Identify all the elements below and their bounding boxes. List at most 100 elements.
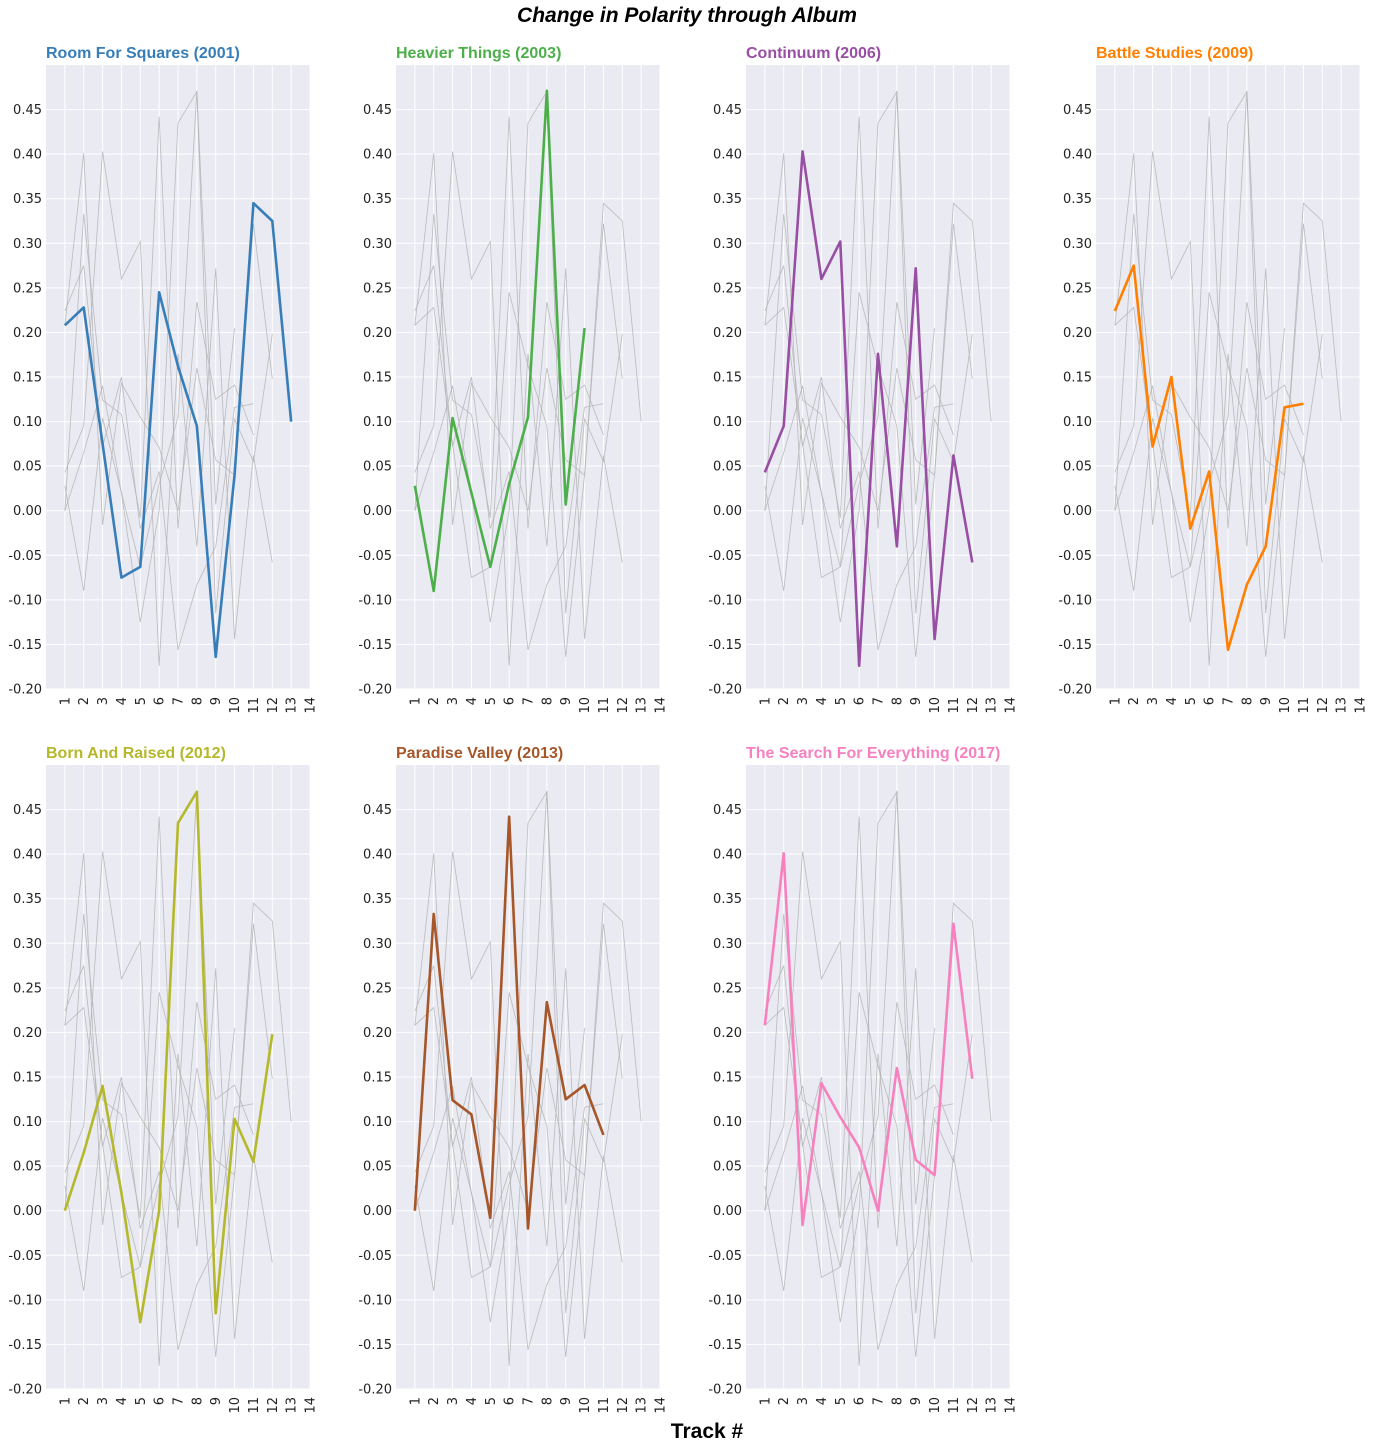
y-tick-label: 0.05	[713, 460, 742, 475]
background-series-line	[414, 851, 623, 1366]
y-tick-label: 0.40	[363, 848, 392, 863]
y-tick-label: 0.10	[363, 1115, 392, 1130]
y-tick-label: 0.15	[363, 1071, 392, 1086]
x-tick-label: 7	[872, 1397, 887, 1405]
y-tick-label: -0.15	[358, 1338, 392, 1353]
y-tick-label: 0.15	[713, 1071, 742, 1086]
panel-battle-studies-2009: -0.20 -0.15 -0.10 -0.05 0.00 0.05 0.10 0.15 0.20…	[1058, 45, 1368, 714]
x-tick-label: 14	[1354, 697, 1369, 714]
x-tick-label: 13	[985, 1397, 1000, 1414]
y-tick-label: 0.35	[363, 892, 392, 907]
x-tick-label: 1	[758, 1397, 773, 1405]
y-tick-label: -0.15	[708, 638, 742, 653]
y-tick-label: 0.15	[363, 371, 392, 386]
x-tick-label: 3	[446, 1397, 461, 1405]
y-tick-label: -0.05	[358, 1249, 392, 1264]
y-tick-label: -0.20	[8, 683, 42, 698]
y-tick-label: -0.20	[1058, 683, 1092, 698]
y-tick-label: -0.10	[358, 593, 392, 608]
background-series-line	[1114, 151, 1323, 666]
figure-title: Change in Polarity through Album	[517, 4, 857, 27]
x-tick-label: 8	[1240, 697, 1255, 705]
background-series-line	[764, 851, 973, 1366]
x-tick-label: 4	[815, 1397, 830, 1405]
background-series-line	[764, 153, 973, 526]
y-tick-label: 0.00	[363, 504, 392, 519]
x-tick-label: 2	[77, 697, 92, 705]
x-tick-label: 8	[190, 697, 205, 705]
x-tick-label: 14	[654, 697, 669, 714]
y-tick-label: -0.15	[1058, 638, 1092, 653]
y-tick-label: 0.15	[713, 371, 742, 386]
background-series-line	[1114, 153, 1323, 526]
x-tick-label: 3	[796, 1397, 811, 1405]
x-tick-label: 3	[96, 697, 111, 705]
x-tick-label: 5	[134, 697, 149, 705]
y-tick-label: 0.40	[13, 848, 42, 863]
x-tick-label: 11	[247, 1397, 262, 1414]
y-tick-label: 0.30	[713, 937, 742, 952]
y-tick-label: 0.45	[13, 103, 42, 118]
y-tick-label: -0.05	[1058, 549, 1092, 564]
x-tick-label: 7	[172, 1397, 187, 1405]
x-tick-label: 6	[853, 1397, 868, 1405]
y-tick-label: -0.05	[708, 549, 742, 564]
x-tick-label: 8	[890, 697, 905, 705]
y-tick-label: 0.30	[13, 937, 42, 952]
x-tick-label: 4	[1165, 697, 1180, 705]
x-tick-label: 3	[796, 697, 811, 705]
x-tick-label: 6	[153, 697, 168, 705]
x-tick-label: 5	[1184, 697, 1199, 705]
y-tick-label: 0.35	[1063, 192, 1092, 207]
x-tick-label: 2	[777, 697, 792, 705]
y-tick-label: 0.00	[13, 1204, 42, 1219]
x-tick-label: 12	[966, 697, 981, 714]
x-tick-label: 10	[928, 697, 943, 714]
x-tick-label: 4	[115, 1397, 130, 1405]
y-tick-label: 0.30	[713, 237, 742, 252]
background-series-line	[414, 853, 623, 1226]
x-tick-label: 11	[597, 697, 612, 714]
x-tick-label: 3	[446, 697, 461, 705]
y-tick-label: 0.20	[363, 1026, 392, 1041]
x-tick-label: 10	[228, 1397, 243, 1414]
y-tick-label: -0.05	[708, 1249, 742, 1264]
x-tick-label: 3	[96, 1397, 111, 1405]
panel-title: Battle Studies (2009)	[1096, 45, 1253, 62]
x-tick-label: 12	[616, 1397, 631, 1414]
background-series-line	[64, 790, 235, 1292]
small-multiples-grid: -0.20 -0.15 -0.10 -0.05 0.00 0.05 0.10 0.15 0.20…	[8, 45, 1368, 1414]
y-tick-label: 0.00	[1063, 504, 1092, 519]
x-tick-label: 8	[890, 1397, 905, 1405]
x-tick-label: 9	[209, 1397, 224, 1405]
series-line-heavier-things-2003	[413, 89, 586, 593]
y-tick-label: 0.20	[713, 326, 742, 341]
y-tick-label: 0.25	[13, 981, 42, 996]
y-tick-label: 0.10	[363, 415, 392, 430]
x-tick-label: 11	[1297, 697, 1312, 714]
y-tick-label: 0.20	[363, 326, 392, 341]
x-tick-label: 7	[172, 697, 187, 705]
background-series-line	[1114, 116, 1304, 529]
background-series-line	[64, 116, 254, 529]
y-tick-label: 0.15	[1063, 371, 1092, 386]
x-tick-label: 6	[853, 697, 868, 705]
y-tick-label: 0.40	[713, 848, 742, 863]
x-tick-label: 4	[815, 697, 830, 705]
x-tick-label: 1	[758, 697, 773, 705]
y-tick-label: -0.20	[708, 683, 742, 698]
y-tick-label: 0.00	[713, 504, 742, 519]
x-tick-label: 11	[947, 697, 962, 714]
x-tick-label: 8	[540, 1397, 555, 1405]
y-tick-label: 0.35	[713, 892, 742, 907]
series-line-paradise-valley-2013	[413, 815, 605, 1230]
y-tick-label: 0.25	[713, 981, 742, 996]
x-tick-label: 14	[1004, 697, 1019, 714]
x-tick-label: 7	[1222, 697, 1237, 705]
panel-title: Born And Raised (2012)	[46, 745, 226, 762]
background-series-line	[414, 153, 623, 526]
background-series-line	[764, 90, 935, 592]
y-tick-label: 0.25	[1063, 281, 1092, 296]
y-tick-label: 0.45	[363, 803, 392, 818]
x-tick-label: 6	[503, 1397, 518, 1405]
